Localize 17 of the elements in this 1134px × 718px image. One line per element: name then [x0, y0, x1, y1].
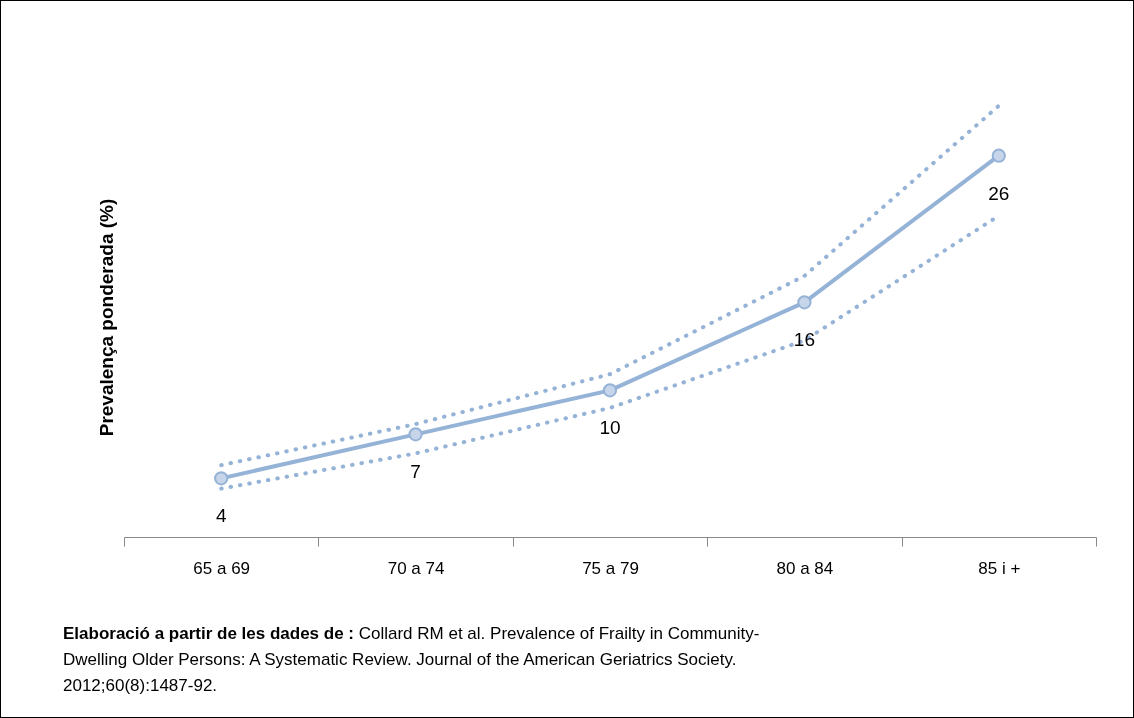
point: [797, 295, 812, 310]
data-label: 16: [793, 329, 815, 351]
point: [602, 383, 618, 398]
x-tick-label: 80 a 84: [776, 558, 834, 578]
text: Elaboració a partir de les dades de : Collard RM et al. Prevalence of Frailty in Community-Dwelling Older Persons: A Systematic Review. Journal of the American Geriatrics Society. 2012;60(8):1487-92.: [63, 623, 761, 697]
y-axis-title: Prevalença ponderada (%): [95, 198, 117, 437]
data-label: 7: [410, 461, 421, 483]
data-label: 10: [599, 417, 621, 439]
x-tick-label: 65 a 69: [193, 558, 251, 578]
x-tick-label: 85 i +: [978, 558, 1021, 578]
point: [214, 471, 229, 486]
x-tick-label: 70 a 74: [387, 558, 445, 578]
data-label: 4: [215, 505, 227, 527]
point: [991, 148, 1006, 163]
point: [408, 427, 423, 442]
x-tick-label: 75 a 79: [582, 558, 639, 578]
data-label: 26: [988, 182, 1010, 204]
